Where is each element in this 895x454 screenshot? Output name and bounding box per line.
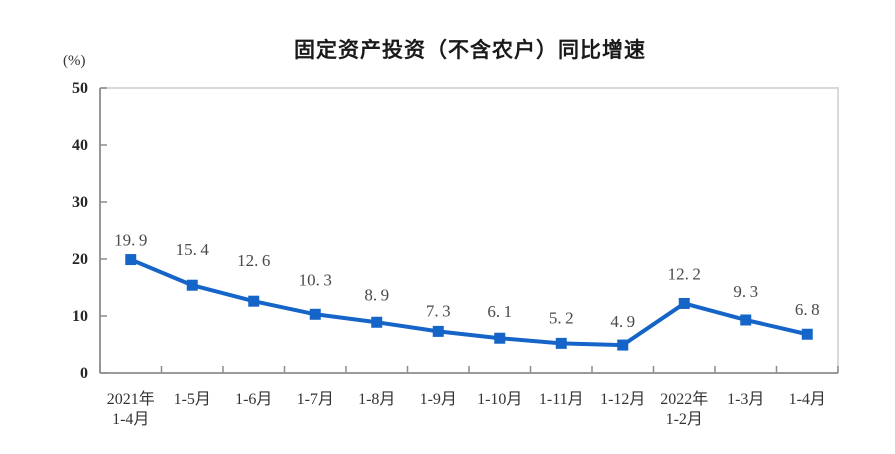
- data-point-label: 15. 4: [176, 240, 210, 259]
- y-tick-label: 10: [72, 308, 88, 325]
- data-point-marker: [555, 337, 567, 349]
- x-tick-label: 1-3月: [727, 391, 764, 408]
- data-point-marker: [309, 308, 321, 320]
- data-point-label: 5. 2: [549, 308, 574, 327]
- data-point-marker: [186, 279, 198, 291]
- x-tick-label: 2021年: [107, 390, 155, 408]
- data-point-label: 12. 2: [668, 264, 701, 283]
- chart-line: [129, 257, 808, 348]
- y-tick-label: 30: [72, 194, 88, 211]
- y-tick-label: 50: [72, 80, 88, 97]
- data-point-label: 4. 9: [610, 312, 635, 331]
- data-point-label: 12. 6: [237, 251, 270, 270]
- x-tick-label: 1-5月: [174, 391, 211, 408]
- x-tick-label: 1-4月: [112, 411, 149, 428]
- data-point-label: 7. 3: [426, 301, 451, 320]
- data-point-marker: [125, 254, 137, 266]
- x-tick-label: 1-4月: [789, 391, 826, 408]
- data-point-label: 6. 8: [795, 300, 820, 319]
- data-point-marker: [801, 328, 813, 340]
- data-point-label: 9. 3: [733, 282, 758, 301]
- y-tick-label: 40: [72, 137, 88, 154]
- data-point-label: 19. 9: [114, 231, 147, 250]
- data-point-marker: [494, 332, 506, 344]
- data-point-marker: [617, 339, 629, 351]
- chart-title: 固定资产投资（不含农户）同比增速: [294, 39, 646, 62]
- data-point-marker: [678, 297, 690, 309]
- x-tick-label: 1-6月: [235, 391, 272, 408]
- x-tick-label: 1-9月: [420, 391, 457, 408]
- data-point-marker: [740, 314, 752, 326]
- y-tick-label: 20: [72, 251, 88, 268]
- x-tick-label: 1-10月: [477, 391, 522, 408]
- x-tick-label: 1-11月: [539, 391, 584, 408]
- data-point-label: 6. 1: [487, 302, 512, 321]
- x-tick-label: 2022年: [660, 390, 708, 408]
- x-tick-label: 1-2月: [666, 411, 703, 428]
- data-point-marker: [248, 295, 260, 307]
- data-point-marker: [371, 316, 383, 328]
- x-tick-label: 1-12月: [600, 391, 645, 408]
- y-axis-unit-label: (%): [63, 53, 86, 69]
- data-point-label: 10. 3: [299, 270, 332, 289]
- plot-border: [100, 87, 839, 373]
- x-tick-label: 1-8月: [358, 391, 395, 408]
- data-point-label: 8. 9: [364, 285, 389, 304]
- y-tick-label: 0: [80, 365, 88, 382]
- data-point-marker: [432, 325, 444, 337]
- x-tick-label: 1-7月: [297, 391, 334, 408]
